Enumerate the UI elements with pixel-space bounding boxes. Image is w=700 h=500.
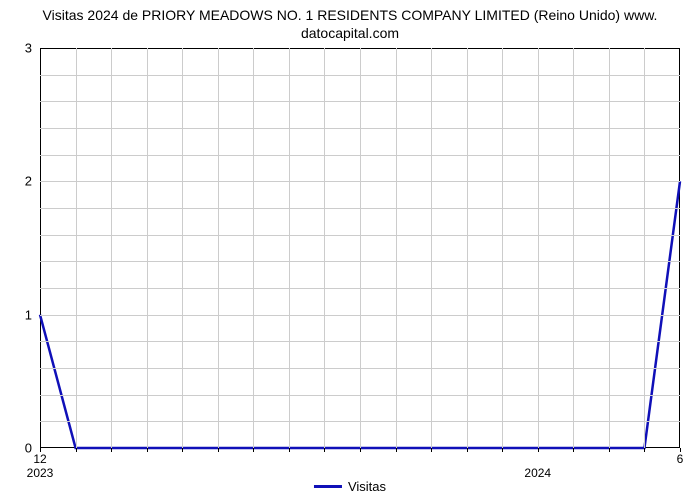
gridline-v: [502, 48, 503, 448]
chart-title-line2: datocapital.com: [301, 25, 399, 41]
x-axis-tick: [573, 448, 574, 452]
gridline-v: [182, 48, 183, 448]
gridline-v: [396, 48, 397, 448]
gridline-v: [324, 48, 325, 448]
gridline-v: [538, 48, 539, 448]
x-axis-tick: [182, 448, 183, 452]
gridline-v: [609, 48, 610, 448]
x-axis-tick: [538, 448, 539, 452]
gridline-v: [573, 48, 574, 448]
y-axis-tick-label: 0: [8, 441, 32, 456]
y-axis-tick-label: 1: [8, 307, 32, 322]
y-axis-tick-label: 3: [8, 41, 32, 56]
x-axis-year-label: 2024: [524, 466, 551, 480]
gridline-v: [111, 48, 112, 448]
gridline-v: [467, 48, 468, 448]
gridline-v: [644, 48, 645, 448]
gridline-v: [147, 48, 148, 448]
x-axis-tick: [147, 448, 148, 452]
x-axis-tick: [609, 448, 610, 452]
x-axis-tick: [111, 448, 112, 452]
x-axis-tick: [502, 448, 503, 452]
gridline-v: [289, 48, 290, 448]
x-axis-year-label: 2023: [27, 466, 54, 480]
x-axis-tick: [360, 448, 361, 452]
y-axis-tick-label: 2: [8, 174, 32, 189]
chart-title: Visitas 2024 de PRIORY MEADOWS NO. 1 RES…: [0, 0, 700, 42]
gridline-v: [253, 48, 254, 448]
x-axis-tick: [396, 448, 397, 452]
x-axis-tick: [76, 448, 77, 452]
plot-area: 012312620232024: [40, 48, 680, 448]
gridline-v: [360, 48, 361, 448]
legend-swatch: [314, 485, 342, 488]
legend: Visitas: [314, 479, 386, 494]
x-axis-tick: [253, 448, 254, 452]
x-axis-tick: [431, 448, 432, 452]
x-axis-tick: [324, 448, 325, 452]
gridline-v: [76, 48, 77, 448]
x-axis-tick: [218, 448, 219, 452]
x-axis-tick: [644, 448, 645, 452]
chart-title-line1: Visitas 2024 de PRIORY MEADOWS NO. 1 RES…: [43, 7, 658, 23]
x-axis-tick-label: 6: [677, 452, 684, 466]
x-axis-tick: [467, 448, 468, 452]
x-axis-tick: [289, 448, 290, 452]
legend-label: Visitas: [348, 479, 386, 494]
gridline-v: [431, 48, 432, 448]
gridline-v: [218, 48, 219, 448]
x-axis-tick-label: 12: [33, 452, 46, 466]
